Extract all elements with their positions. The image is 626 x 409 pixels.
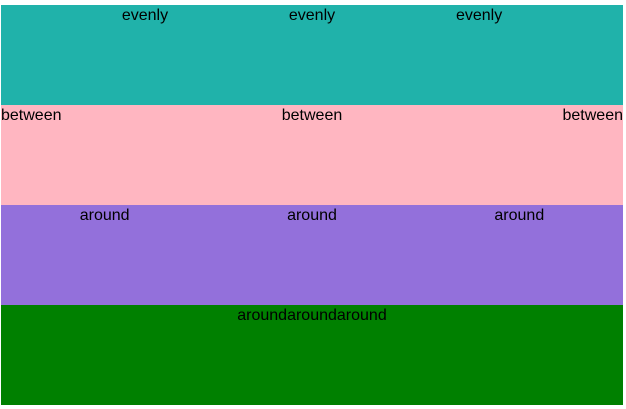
inline-around-item-3: around: [337, 305, 387, 327]
between-item-3: between: [563, 105, 624, 127]
around-item-1: around: [80, 205, 130, 227]
evenly-item-3: evenly: [456, 5, 502, 27]
space-around-row: around around around: [1, 205, 623, 305]
evenly-item-2: evenly: [289, 5, 335, 27]
inline-around-item-1: around: [237, 305, 287, 327]
flex-demo-container: evenly evenly evenly between between bet…: [1, 5, 623, 405]
space-evenly-row: evenly evenly evenly: [1, 5, 623, 105]
between-item-1: between: [1, 105, 62, 127]
inline-around-row: around around around: [1, 305, 623, 405]
inline-around-item-2: around: [287, 305, 337, 327]
around-item-3: around: [494, 205, 544, 227]
between-item-2: between: [282, 105, 343, 127]
evenly-item-1: evenly: [122, 5, 168, 27]
space-between-row: between between between: [1, 105, 623, 205]
around-item-2: around: [287, 205, 337, 227]
